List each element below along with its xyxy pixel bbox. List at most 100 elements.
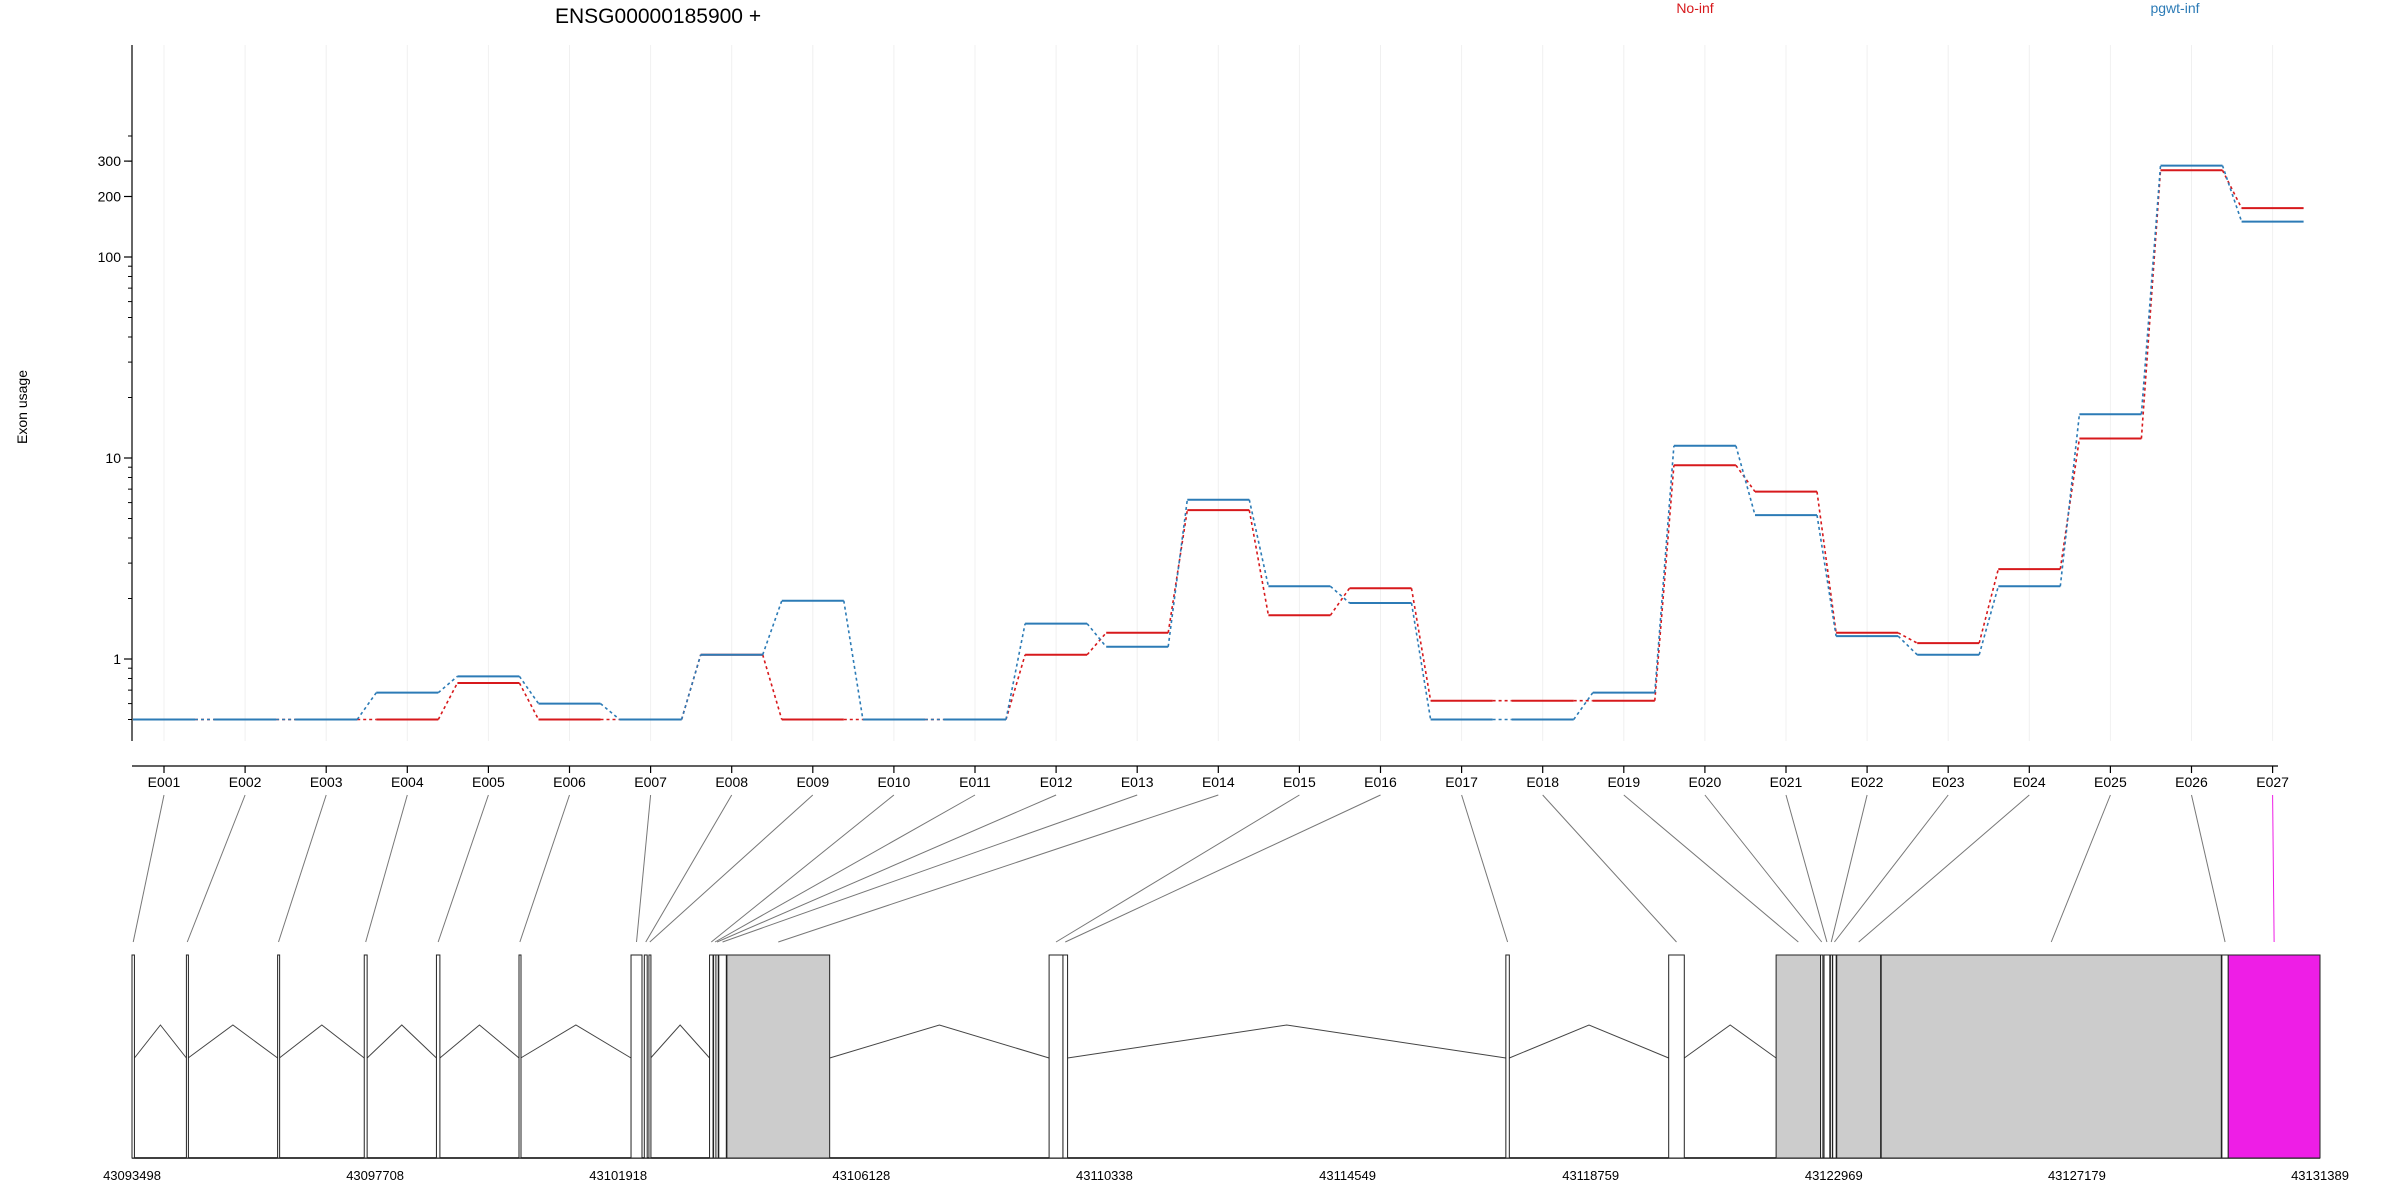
genomic-coordinate-label: 43122969 [1805,1168,1863,1183]
connector-E014 [778,794,1219,943]
series-layer [133,164,2304,721]
exon-label-E022: E022 [1851,774,1884,790]
series-connector [1654,445,1675,693]
exon-block-E023 [1832,954,1837,1159]
exon-label-E008: E008 [715,774,748,790]
exon-block-E009 [648,954,652,1159]
exon-block-E022 [1829,954,1833,1159]
exon-label-E003: E003 [310,774,343,790]
exon-label-E024: E024 [2013,774,2046,790]
genomic-coordinate-label: 43114549 [1319,1168,1376,1183]
exon-block-E018 [1668,954,1685,1159]
exon-block-E013 [718,954,727,1159]
exon-block-E019 [1775,954,1822,1159]
series-connector [1005,623,1026,720]
exon-block-E027 [2227,954,2321,1159]
connector-E013 [722,794,1138,943]
exon-block-E025 [1880,954,2222,1159]
connector-E015 [1055,794,1300,943]
exon-label-E013: E013 [1121,774,1154,790]
exon-block-E003 [277,954,281,1159]
exon-label-E020: E020 [1689,774,1722,790]
exon-connector-lines [132,794,2275,943]
genomic-coordinate-label: 43131389 [2291,1168,2349,1183]
genomic-coordinate-label: 43110338 [1076,1168,1133,1183]
connector-E017 [1461,794,1509,943]
series-connector [437,675,458,694]
connector-E016 [1065,794,1381,943]
connector-E023 [1834,794,1949,943]
connector-E027 [2272,794,2275,943]
series-connector [2221,169,2243,209]
intron-line [829,1024,1050,1059]
y-axis-label: Exon usage [14,370,30,444]
series-connector [356,692,377,720]
exon-label-E025: E025 [2094,774,2127,790]
exon-label-E005: E005 [472,774,505,790]
exon-label-E027: E027 [2256,774,2289,790]
series-connector [599,702,621,721]
exon-block-E024 [1836,954,1882,1159]
series-connector [1816,491,1837,633]
intron-line [1683,1024,1777,1059]
series-connector [1410,602,1432,720]
y-tick-label: 1 [113,651,121,667]
series-connector [1086,623,1107,648]
exon-block-E005 [435,954,441,1159]
exon-block-E007 [630,954,643,1159]
exon-label-E011: E011 [959,774,991,790]
intron-line [650,1024,710,1059]
exon-label-E007: E007 [634,774,667,790]
exon-block-E014 [726,954,831,1159]
series-connector [1654,465,1675,701]
exon-block-E004 [363,954,368,1159]
exon-label-E002: E002 [229,774,262,790]
connector-E006 [519,794,570,943]
y-tick-label: 10 [105,450,121,466]
exon-label-E006: E006 [553,774,586,790]
intron-line [1509,1024,1669,1059]
y-tick-label: 200 [98,188,122,204]
connector-E018 [1542,794,1677,943]
legend-label-pgwt-inf: pgwt-inf [2150,0,2199,16]
series-connector [761,600,783,656]
exon-label-E009: E009 [796,774,829,790]
intron-line [366,1024,437,1059]
exon-label-E010: E010 [878,774,911,790]
genomic-coordinate-label: 43118759 [1562,1168,1619,1183]
series-connector [1248,510,1270,616]
connector-E005 [437,794,489,943]
exon-label-E023: E023 [1932,774,1965,790]
series-connector [1329,587,1351,616]
connector-E024 [1858,794,2030,943]
series-connector [1329,585,1351,604]
connector-E008 [645,794,733,943]
series-connector [518,682,540,720]
intron-line [520,1024,632,1059]
series-connector [2140,165,2162,415]
series-connector [761,654,783,720]
series-connector [680,654,702,720]
exon-label-E019: E019 [1607,774,1640,790]
series-connector [1816,514,1837,637]
connector-E001 [132,794,165,943]
y-tick-label: 100 [98,249,122,265]
intron-line [134,1024,187,1059]
series-connector [2221,165,2243,222]
connector-E021 [1785,794,1828,943]
intron-line [1067,1024,1506,1059]
series-connector [1978,568,2000,644]
series-pgwt-inf [133,164,2304,721]
series-connector [1410,588,1432,701]
exon-block-E012 [715,954,719,1159]
exon-label-E016: E016 [1364,774,1397,790]
connector-E025 [2050,794,2111,943]
series-connector [1897,635,1918,656]
series-connector [843,600,864,720]
series-connector [1167,499,1189,647]
series-connector [2059,414,2081,587]
series-connector [680,654,702,720]
exon-block-E026 [2221,954,2229,1159]
gene-model: 43093498 43097708 43101918 43106128 43110338… [103,954,2349,1183]
connector-E019 [1623,794,1799,943]
